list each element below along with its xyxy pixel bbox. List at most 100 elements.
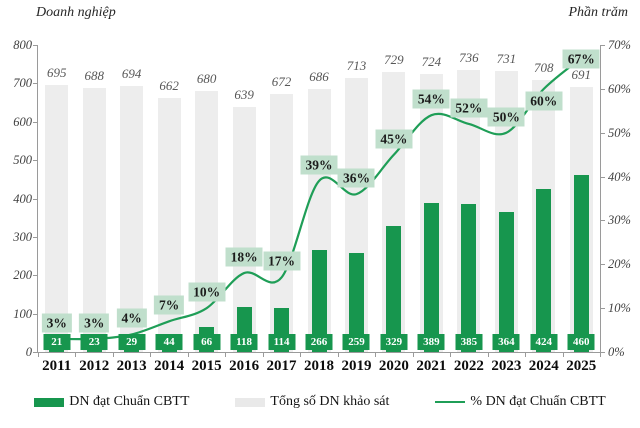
y-right-tick-label: 0% <box>608 345 625 359</box>
achieved-bar <box>573 175 589 352</box>
x-category-label: 2016 <box>229 358 260 374</box>
x-category-label: 2017 <box>266 358 297 374</box>
legend-swatch-total-bar <box>235 397 266 407</box>
y-right-tick-label: 30% <box>608 213 631 228</box>
total-value-label: 729 <box>384 52 404 68</box>
x-axis <box>37 352 601 353</box>
x-category-label: 2023 <box>491 358 522 374</box>
y-left-tick <box>33 198 37 200</box>
legend-label: % DN đạt Chuẩn CBTT <box>470 394 606 409</box>
total-value-label: 731 <box>496 51 517 67</box>
percent-label: 45% <box>375 129 413 149</box>
legend-label: Tổng số DN khảo sát <box>270 394 390 409</box>
total-value-label: 688 <box>84 67 104 83</box>
total-value-label: 694 <box>121 65 142 81</box>
total-value-label: 686 <box>309 68 329 84</box>
percent-label: 50% <box>487 107 525 127</box>
percent-label: 54% <box>412 89 450 109</box>
x-axis-tick <box>375 353 377 357</box>
x-axis-tick <box>337 353 339 357</box>
y-right-tick <box>601 176 605 178</box>
y-left-tick <box>33 352 37 353</box>
percent-label: 7% <box>154 295 185 315</box>
achieved-value-label: 266 <box>305 334 333 350</box>
y-left-tick <box>33 160 37 162</box>
x-category-label: 2012 <box>79 358 110 374</box>
y-right-tick <box>601 45 605 46</box>
x-axis-tick <box>112 353 114 357</box>
x-category-label: 2021 <box>416 358 447 374</box>
y-right-tick-label: 60% <box>608 81 631 96</box>
achieved-value-label: 44 <box>155 334 183 350</box>
y-left-tick <box>33 313 37 315</box>
y-right-tick <box>601 132 605 134</box>
x-axis-tick <box>600 353 601 357</box>
x-axis-tick <box>150 353 152 357</box>
total-value-label: 708 <box>534 60 554 76</box>
x-category-label: 2014 <box>154 358 185 374</box>
legend-swatch-achieved-bar <box>34 397 65 407</box>
percent-label: 67% <box>562 49 600 69</box>
total-bar <box>45 85 69 352</box>
x-axis-tick <box>525 353 527 357</box>
total-value-label: 724 <box>421 54 442 70</box>
y-right-tick <box>601 308 605 310</box>
achieved-bar <box>461 204 477 352</box>
x-category-label: 2019 <box>341 358 372 374</box>
total-value-label: 713 <box>346 58 367 74</box>
achieved-bar <box>423 202 439 352</box>
percent-label: 3% <box>79 313 110 333</box>
y-right-tick-label: 50% <box>608 125 631 140</box>
y-left-tick-label: 300 <box>13 229 32 244</box>
legend-item-total: Tổng số DN khảo sát <box>235 394 389 410</box>
achieved-value-label: 118 <box>230 334 258 350</box>
x-axis-tick <box>38 353 39 357</box>
achieved-value-label: 385 <box>455 334 483 350</box>
total-bar <box>195 91 219 352</box>
percent-label: 52% <box>450 98 488 118</box>
y-right-tick <box>601 88 605 90</box>
x-category-label: 2022 <box>453 358 484 374</box>
achieved-value-label: 424 <box>530 334 558 350</box>
y-right-tick <box>601 264 605 266</box>
y-right-tick-label: 10% <box>608 301 631 316</box>
achieved-value-label: 460 <box>567 334 595 350</box>
x-category-label: 2015 <box>191 358 222 374</box>
percent-label: 36% <box>337 168 375 188</box>
y-left-tick <box>33 275 37 277</box>
achieved-bar <box>536 189 552 352</box>
legend: DN đạt Chuẩn CBTT Tổng số DN khảo sát % … <box>0 394 640 410</box>
legend-swatch-trend-line <box>435 400 466 404</box>
percent-label: 4% <box>116 308 147 328</box>
total-value-label: 736 <box>459 49 479 65</box>
x-axis-tick <box>562 353 564 357</box>
total-value-label: 695 <box>46 65 67 81</box>
y-right-tick-label: 40% <box>608 169 631 184</box>
y-axis-left <box>37 45 38 353</box>
y-left-tick <box>33 83 37 85</box>
x-axis-tick <box>262 353 264 357</box>
x-category-label: 2025 <box>566 358 597 374</box>
percent-label: 10% <box>188 282 226 302</box>
x-category-label: 2024 <box>528 358 559 374</box>
achieved-value-label: 66 <box>193 334 221 350</box>
achieved-bar <box>498 212 514 352</box>
y-left-tick-label: 100 <box>13 306 32 321</box>
y-left-tick-label: 800 <box>13 38 32 52</box>
total-value-label: 662 <box>159 77 179 93</box>
left-axis-title: Doanh nghiệp <box>36 5 116 20</box>
y-left-tick-label: 0 <box>25 345 32 359</box>
y-left-tick-label: 400 <box>13 191 32 206</box>
y-left-tick-label: 200 <box>13 268 32 283</box>
x-axis-tick <box>487 353 489 357</box>
total-value-label: 691 <box>571 66 592 82</box>
x-category-label: 2020 <box>378 358 409 374</box>
achieved-value-label: 389 <box>417 334 445 350</box>
achieved-value-label: 364 <box>492 334 520 350</box>
total-value-label: 639 <box>234 86 254 102</box>
y-right-tick <box>601 220 605 222</box>
achieved-value-label: 23 <box>80 334 108 350</box>
legend-label: DN đạt Chuẩn CBTT <box>69 394 190 409</box>
x-axis-tick <box>225 353 227 357</box>
